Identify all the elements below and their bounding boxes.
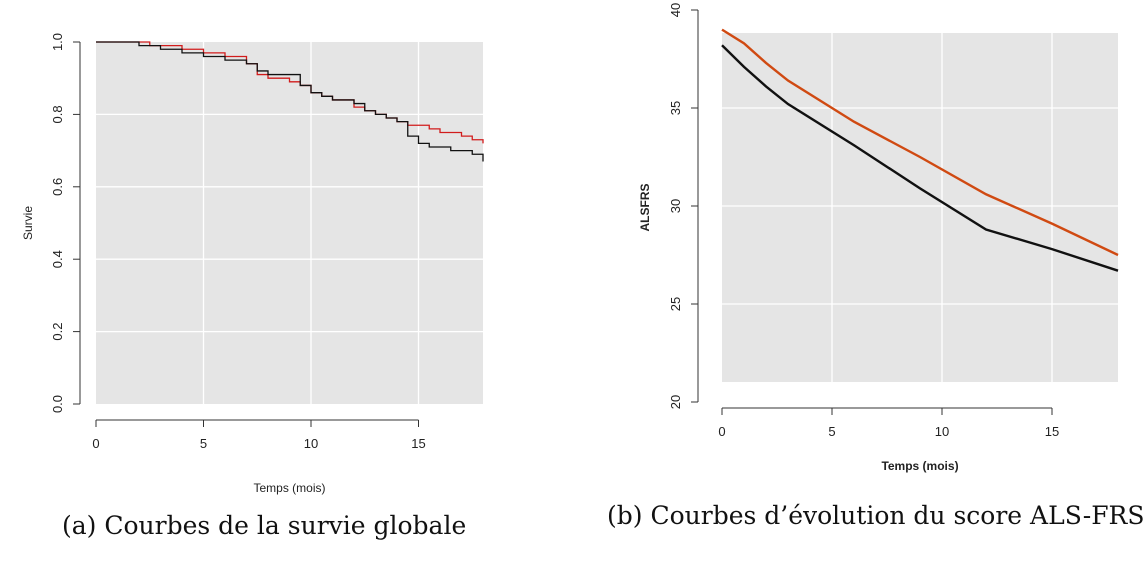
- x-axis-title: Temps (mois): [253, 481, 325, 495]
- x-tick-label: 0: [92, 436, 99, 451]
- x-tick-label: 5: [200, 436, 207, 451]
- figure-a-survival: 0 5 10 15 0.0 0.2 0.4 0.6 0.8 1.0 Temps (mois) Surv…: [0, 0, 560, 563]
- series-line-1: [96, 41, 484, 162]
- y-axis-title: Survie: [21, 206, 35, 240]
- y-tick-label: 40: [668, 3, 683, 17]
- alsfrs-chart: 0 5 10 15 20 25 30 35 40 Temps (mois) ALSFRS: [638, 3, 1119, 473]
- y-tick-label: 30: [668, 199, 683, 213]
- figure-b-alsfrs: 0 5 10 15 20 25 30 35 40 Temps (mois) ALSFRS (b) C…: [580, 0, 1148, 563]
- x-tick-label: 10: [304, 436, 318, 451]
- y-tick-label: 35: [668, 101, 683, 115]
- caption-b: (b) Courbes d’évolution du score ALS-FRS: [607, 501, 1145, 530]
- x-tick-label: 5: [828, 424, 835, 439]
- caption-a: (a) Courbes de la survie globale: [62, 511, 467, 540]
- x-tick-label: 10: [935, 424, 949, 439]
- series-line-0: [721, 28, 1119, 257]
- y-tick-label: 1.0: [50, 33, 65, 51]
- y-tick-label: 0.2: [50, 323, 65, 341]
- y-tick-label: 0.0: [50, 395, 65, 413]
- y-tick-label: 25: [668, 297, 683, 311]
- x-tick-label: 15: [411, 436, 425, 451]
- x-tick-label: 15: [1045, 424, 1059, 439]
- plot-background: [722, 33, 1118, 382]
- survival-chart: 0 5 10 15 0.0 0.2 0.4 0.6 0.8 1.0 Temps (mois) Surv…: [21, 33, 484, 495]
- x-tick-label: 0: [718, 424, 725, 439]
- y-tick-label: 20: [668, 395, 683, 409]
- y-tick-label: 0.4: [50, 250, 65, 268]
- series-line-1: [721, 44, 1119, 272]
- y-axis-title: ALSFRS: [638, 184, 652, 232]
- y-tick-label: 0.6: [50, 178, 65, 196]
- x-axis-title: Temps (mois): [881, 459, 958, 473]
- y-tick-label: 0.8: [50, 105, 65, 123]
- plot-background: [96, 42, 483, 404]
